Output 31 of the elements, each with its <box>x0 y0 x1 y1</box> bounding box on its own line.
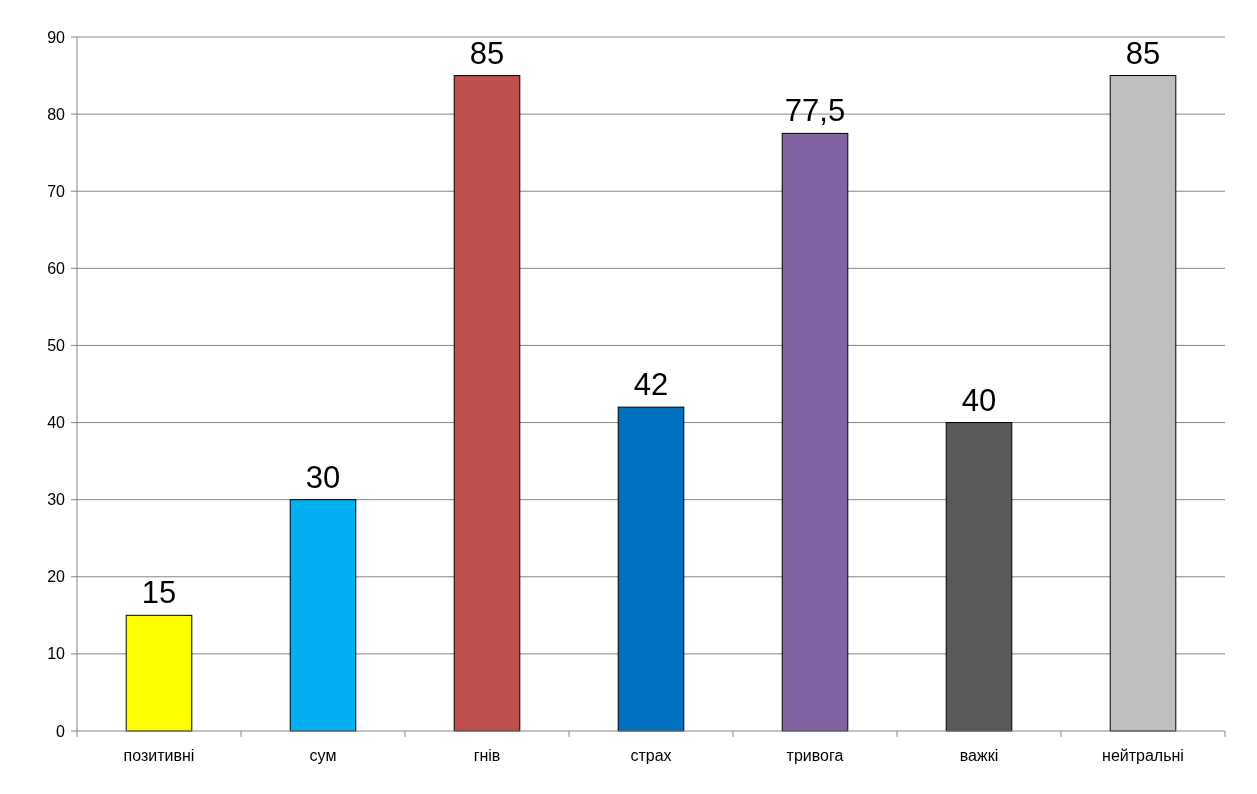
bar <box>289 499 357 732</box>
data-label: 30 <box>305 459 341 495</box>
x-tick-label: тривога <box>786 747 844 764</box>
x-tick-label: позитивні <box>123 747 195 764</box>
data-label: 85 <box>1125 35 1161 71</box>
y-tick-label: 50 <box>47 337 66 355</box>
y-tick-label: 90 <box>47 28 66 46</box>
y-tick-label: 80 <box>47 105 66 123</box>
x-tick-label: нейтральні <box>1102 747 1184 764</box>
data-label: 15 <box>141 575 177 611</box>
x-tick-label: важкі <box>959 747 999 764</box>
bar <box>617 406 685 732</box>
data-label: 42 <box>633 367 669 403</box>
x-tick-label: страх <box>630 747 672 764</box>
data-label: 77,5 <box>784 93 846 129</box>
y-tick-label: 30 <box>47 491 66 509</box>
bar <box>945 422 1013 732</box>
bar <box>1109 75 1177 732</box>
bar <box>125 614 193 732</box>
x-tick-label: сум <box>309 747 337 764</box>
data-label: 85 <box>469 35 505 71</box>
y-tick-label: 0 <box>56 722 66 740</box>
y-tick-label: 40 <box>47 414 66 432</box>
bar <box>453 75 521 732</box>
x-tick-label: гнів <box>473 747 501 764</box>
data-label: 40 <box>961 382 997 418</box>
y-tick-label: 10 <box>47 645 66 663</box>
y-tick-label: 20 <box>47 568 66 586</box>
y-tick-label: 70 <box>47 182 66 200</box>
y-tick-label: 60 <box>47 259 66 277</box>
bar <box>781 132 849 732</box>
